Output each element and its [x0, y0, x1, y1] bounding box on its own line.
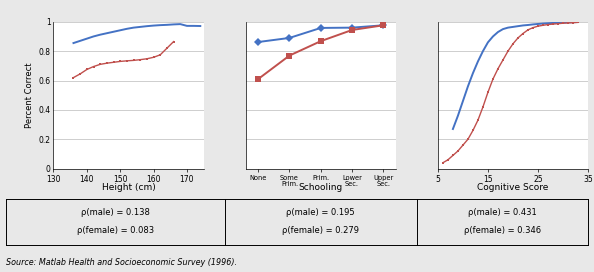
Text: ρ(male) = 0.195: ρ(male) = 0.195	[286, 208, 355, 217]
Y-axis label: Percent Correct: Percent Correct	[26, 63, 34, 128]
Text: ρ(female) = 0.279: ρ(female) = 0.279	[282, 225, 359, 234]
Text: Schooling: Schooling	[299, 183, 343, 192]
Text: Height (cm): Height (cm)	[102, 183, 156, 192]
Text: ρ(female) = 0.346: ρ(female) = 0.346	[464, 225, 541, 234]
Text: ρ(male) = 0.138: ρ(male) = 0.138	[81, 208, 150, 217]
Text: ρ(female) = 0.083: ρ(female) = 0.083	[77, 225, 154, 234]
Text: Source: Matlab Health and Socioeconomic Survey (1996).: Source: Matlab Health and Socioeconomic …	[6, 258, 237, 267]
Text: Cognitive Score: Cognitive Score	[478, 183, 549, 192]
Text: ρ(male) = 0.431: ρ(male) = 0.431	[468, 208, 537, 217]
